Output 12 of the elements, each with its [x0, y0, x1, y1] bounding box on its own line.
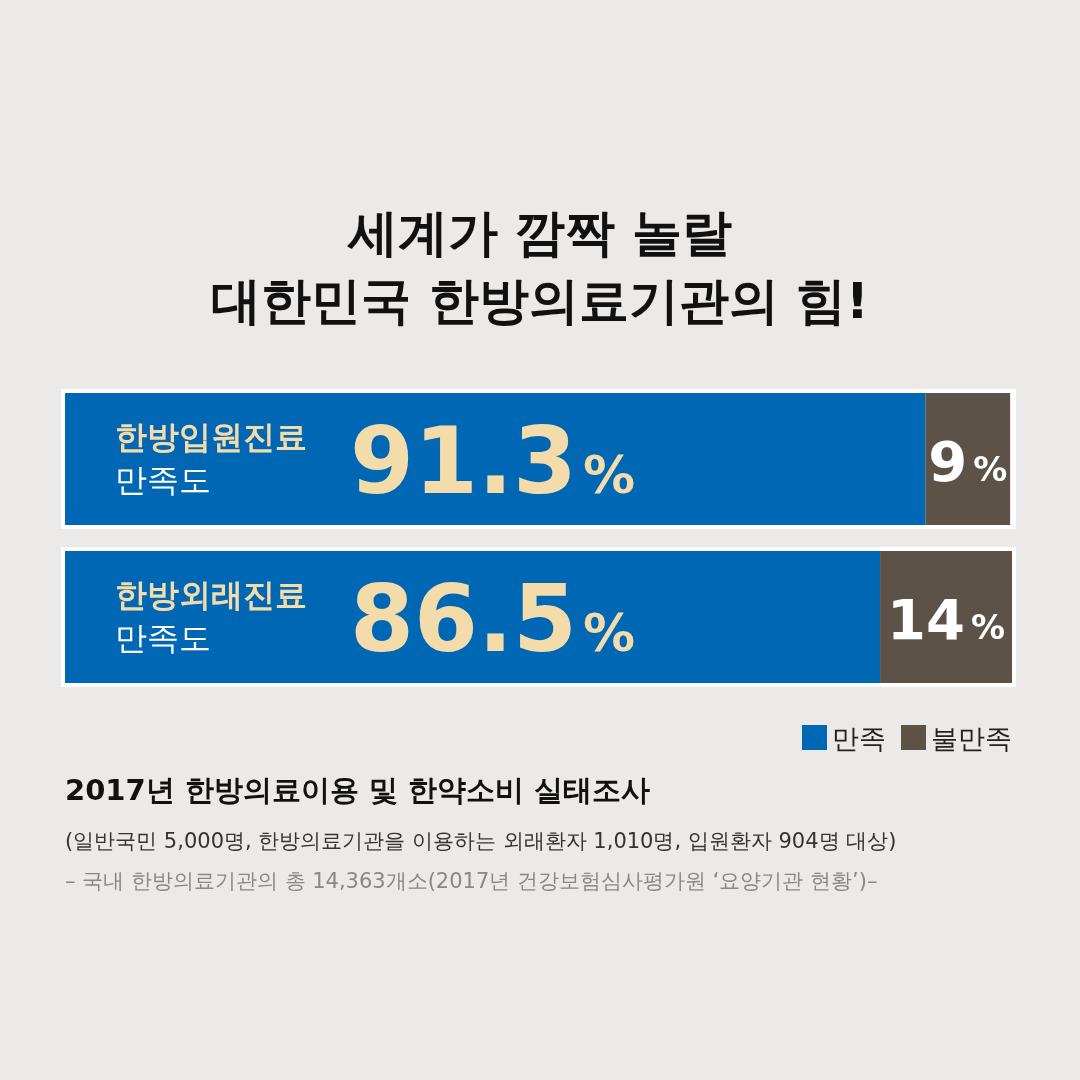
data-label: 86.5% [350, 566, 636, 673]
legend-label: 불만족 [931, 723, 1012, 754]
y-tick-label: 한방외래진료 만족도 [115, 576, 307, 657]
y-tick-label: 한방입원진료 만족도 [115, 418, 307, 499]
data-label: 14% [887, 587, 1006, 652]
legend-label: 만족 [832, 723, 886, 754]
text: – 국내 한방의료기관의 총 14,363개소(2017년 건강보험심사평가원 ‘요양기관 현황’)– [65, 869, 878, 893]
text: (일반국민 5,000명, 한방의료기관을 이용하는 외래환자 1,010명, 입원환자 904명 대상) [65, 829, 897, 853]
data-label: 91.3% [350, 408, 636, 515]
text: 2017년 한방의료이용 및 한약소비 실태조사 [65, 773, 651, 807]
chart-title: 세계가 깜짝 놀랄 대한민국 한방의료기관의 힘! [211, 204, 869, 330]
data-label: 9% [928, 429, 1008, 494]
